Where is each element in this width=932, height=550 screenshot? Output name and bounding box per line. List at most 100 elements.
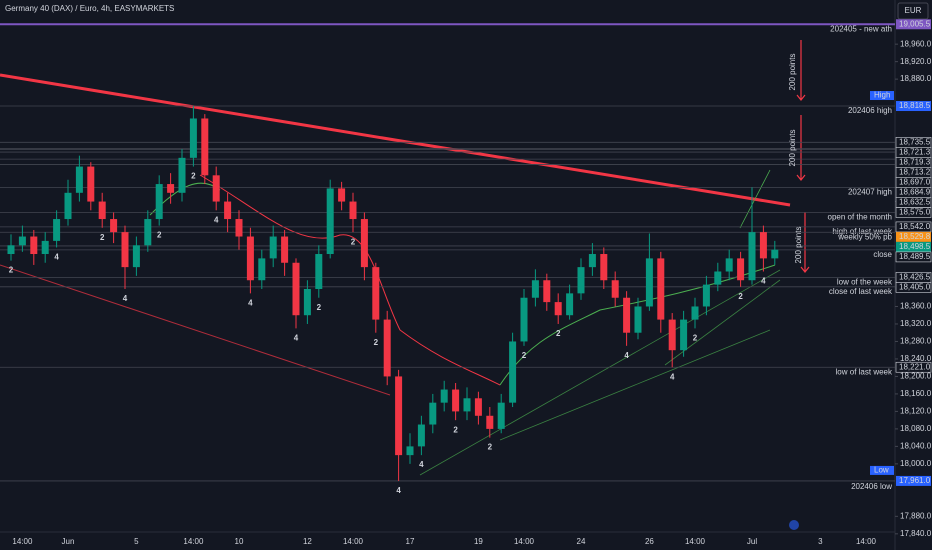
candle-body [258,258,266,281]
y-tick-label: 18,280.0 [900,337,932,346]
candle-body [326,188,334,255]
price-box [896,231,931,242]
candle-body [452,389,460,412]
pivot-label: 2 [9,266,14,275]
candle-body [623,297,631,333]
candle-body [64,192,72,220]
price-label: 18,575.0 [899,208,931,217]
candle-body [87,166,95,202]
pivot-label: 2 [157,231,162,240]
candle-body [531,280,539,298]
currency[interactable]: EUR [905,6,922,15]
candle-body [189,118,197,158]
candle-body [132,245,140,268]
price-box [896,19,931,30]
pivot-label: 2 [556,329,561,338]
candle-body [155,184,163,220]
y-tick-label: 18,000.0 [900,459,932,468]
price-label: 18,719.3 [899,157,931,166]
candle-body [668,319,676,351]
price-box [896,475,931,486]
candle-body [144,219,152,246]
x-tick-label: 26 [645,537,654,546]
pivot-label: 4 [248,298,253,307]
x-tick-label: 19 [474,537,483,546]
x-tick-label: 14:00 [685,537,706,546]
pivot-label: 2 [738,292,743,301]
y-tick-label: 18,080.0 [900,424,932,433]
candle-body [771,249,779,259]
price-label: 18,735.5 [899,137,931,146]
candle-body [759,232,767,259]
candle-body [30,236,38,255]
moving-average [199,174,501,386]
level-label: close [873,250,892,259]
price-label: 19,005.5 [899,19,931,28]
candle-body [18,236,26,246]
pivot-label: 4 [396,486,401,495]
pivot-label: 2 [374,338,379,347]
candle-body [588,254,596,268]
candle-body [246,236,254,281]
x-tick-label: Jun [62,537,75,546]
candle-body [680,319,688,351]
price-box [895,251,932,263]
annotation: 200 points [788,130,797,167]
price-label: 18,697.0 [899,177,931,186]
pivot-label: 2 [351,237,356,246]
candle-body [634,306,642,333]
y-tick-label: 18,120.0 [900,407,932,416]
candle-body [201,118,209,176]
level-label: 202406 low [851,482,892,491]
tag-box [870,91,894,101]
candle-body [383,319,391,377]
pivot-label: 2 [191,172,196,181]
candle-body [315,254,323,289]
y-tick-label: 18,360.0 [900,302,932,311]
x-tick-label: 14:00 [183,537,204,546]
trendline [0,73,791,207]
price-label: 17,961.0 [899,476,931,485]
candle-body [53,219,61,241]
level-label: low of the week [837,278,893,287]
candle-body [429,402,437,425]
y-tick-label: 18,920.0 [900,57,932,66]
pivot-label: 4 [670,372,675,381]
y-tick-label: 18,880.0 [900,74,932,83]
price-label: 18,684.9 [899,187,931,196]
candle-body [714,271,722,285]
candle-body [338,188,346,202]
candle-body [167,184,175,193]
price-label: 18,721.3 [899,147,931,156]
y-tick-label: 18,200.0 [900,372,932,381]
level-label: low of last week [836,367,893,376]
pivot-label: 2 [317,303,322,312]
pivot-label: 2 [100,233,105,242]
y-tick-label: 18,160.0 [900,389,932,398]
y-tick-label: 17,880.0 [900,511,932,520]
pivot-label: 2 [453,425,458,434]
level-label: open of the month [828,213,893,222]
candle-body [463,398,471,412]
trendline [419,269,781,476]
pivot-label: 4 [294,333,299,342]
candle-body [520,297,528,342]
pivot-label: 4 [761,277,766,286]
candle-body [360,219,368,268]
candle-body [303,288,311,316]
candle-body [543,280,551,303]
symbol-title: Germany 40 (DAX) / Euro, 4h, EASYMARKETS [5,4,174,13]
price-box [896,101,931,112]
pivot-label: 4 [214,215,219,224]
price-label: 18,713.2 [899,167,931,176]
price-label: 18,632.5 [899,197,931,206]
annotation: 200 points [788,54,797,91]
pivot-label: 4 [419,460,424,469]
tag-box [870,465,894,475]
pivot-label: 4 [123,294,128,303]
pivot-label: 2 [488,443,493,452]
candle-body [691,306,699,320]
candle-body [486,415,494,429]
currency-button[interactable] [897,2,929,20]
